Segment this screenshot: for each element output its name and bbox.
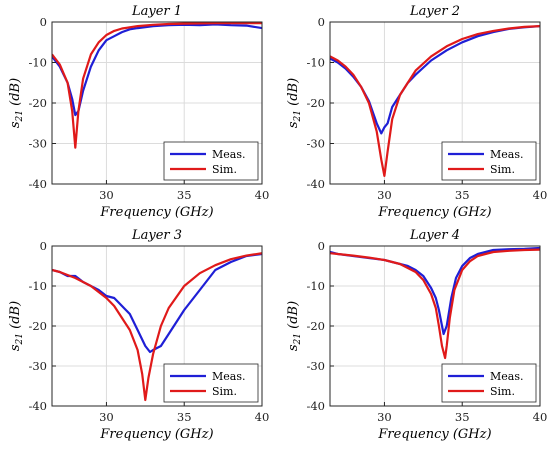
legend-label: Sim.	[212, 163, 237, 176]
x-tick-label: 30	[99, 188, 114, 202]
x-tick-label: 40	[533, 410, 548, 424]
legend-label: Sim.	[490, 385, 515, 398]
series-line-sim	[330, 25, 540, 177]
y-axis-label: s21 (dB)	[286, 78, 303, 128]
y-tick-label: -10	[28, 56, 47, 70]
x-axis-label: Frequency (GHz)	[99, 427, 213, 442]
y-tick-label: -20	[28, 96, 47, 110]
y-tick-label: -40	[306, 399, 325, 413]
y-tick-label: -20	[28, 319, 47, 333]
y-tick-label: -10	[306, 279, 325, 293]
x-tick-label: 35	[455, 410, 470, 424]
y-tick-label: 0	[318, 239, 325, 253]
legend: Meas. Sim.	[163, 363, 259, 403]
x-tick-label: 30	[377, 188, 392, 202]
chart-title: Layer 1	[131, 4, 182, 19]
y-tick-label: -10	[306, 56, 325, 70]
chart-title: Layer 3	[131, 228, 182, 243]
x-tick-label: 35	[177, 188, 192, 202]
y-tick-label: -20	[306, 319, 325, 333]
chart-panel-4: 30 35 40 0 -10 -20 -30 -40 Layer 4 Frequency (GHz…	[286, 228, 547, 442]
y-tick-label: -30	[306, 359, 325, 373]
x-tick-label: 40	[533, 188, 548, 202]
legend: Meas. Sim.	[163, 141, 259, 181]
y-axis-label: s21 (dB)	[8, 78, 25, 128]
y-tick-label: 0	[318, 15, 325, 29]
y-tick-label: -40	[28, 177, 47, 191]
y-tick-label: -40	[28, 399, 47, 413]
chart-panel-1: 30 35 40 0 -10 -20 -30 -40 Layer 1 Frequency (GHz…	[8, 4, 269, 220]
legend-box	[441, 141, 537, 181]
series-line-sim	[52, 22, 262, 149]
y-tick-label: -10	[28, 279, 47, 293]
legend-label: Meas.	[212, 370, 245, 383]
chart-title: Layer 4	[409, 228, 460, 243]
y-tick-label: -30	[28, 359, 47, 373]
legend: Meas. Sim.	[441, 363, 537, 403]
chart-panel-2: 30 35 40 0 -10 -20 -30 -40 Layer 2 Frequency (GHz…	[286, 4, 547, 220]
legend: Meas. Sim.	[441, 141, 537, 181]
x-tick-label: 40	[255, 410, 270, 424]
legend-box	[163, 141, 259, 181]
y-tick-label: -20	[306, 96, 325, 110]
x-axis-label: Frequency (GHz)	[99, 205, 213, 220]
y-tick-label: -30	[306, 137, 325, 151]
series-line-sim	[330, 248, 540, 360]
series-line-sim	[52, 252, 262, 402]
y-tick-label: 0	[40, 15, 47, 29]
x-tick-label: 30	[99, 410, 114, 424]
chart-panel-3: 30 35 40 0 -10 -20 -30 -40 Layer 3 Frequency (GHz…	[8, 228, 269, 442]
legend-label: Meas.	[490, 370, 523, 383]
chart-title: Layer 2	[409, 4, 460, 19]
y-tick-label: -30	[28, 137, 47, 151]
y-axis-label: s21 (dB)	[286, 301, 303, 351]
y-tick-label: -40	[306, 177, 325, 191]
x-tick-label: 30	[377, 410, 392, 424]
x-tick-label: 35	[177, 410, 192, 424]
legend-label: Meas.	[212, 148, 245, 161]
x-axis-label: Frequency (GHz)	[377, 427, 491, 442]
y-axis-label: s21 (dB)	[8, 301, 25, 351]
legend-label: Sim.	[490, 163, 515, 176]
legend-box	[163, 363, 259, 403]
y-tick-label: 0	[40, 239, 47, 253]
legend-label: Meas.	[490, 148, 523, 161]
legend-box	[441, 363, 537, 403]
x-axis-label: Frequency (GHz)	[377, 205, 491, 220]
legend-label: Sim.	[212, 385, 237, 398]
x-tick-label: 40	[255, 188, 270, 202]
series-line-meas	[52, 23, 262, 117]
x-tick-label: 35	[455, 188, 470, 202]
